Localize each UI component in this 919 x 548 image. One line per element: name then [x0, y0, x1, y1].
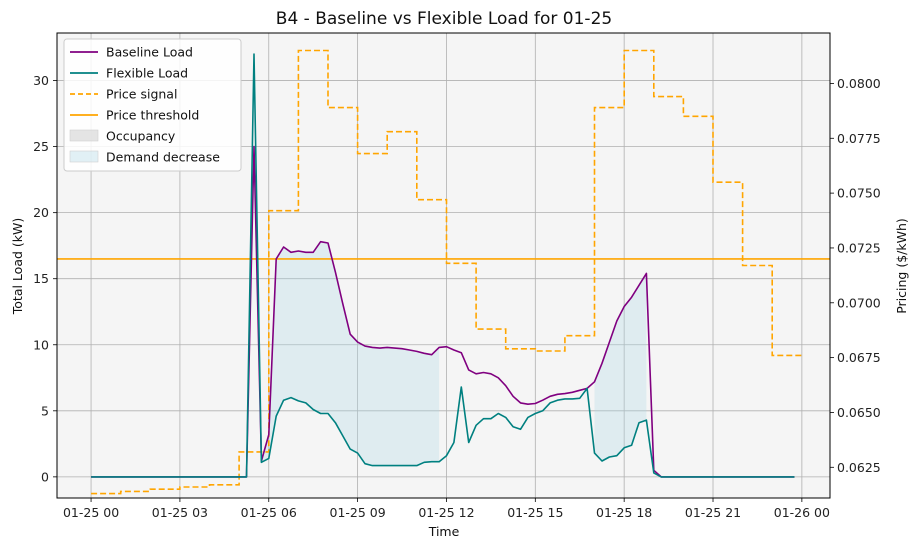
y-left-tick-label: 15 [33, 271, 49, 286]
price-signal-line [91, 49, 802, 495]
flexible-load-line [91, 53, 795, 478]
x-tick-label: 01-25 12 [418, 505, 474, 520]
y-axis-right: 0.0625 0.0650 0.0675 0.0700 0.0725 0.0750 0.07… [830, 76, 881, 475]
y-axis-left-title: Total Load (kW) [10, 218, 25, 315]
y-left-tick-label: 20 [33, 205, 49, 220]
y-right-tick-label: 0.0725 [837, 240, 881, 255]
series-lines [91, 49, 802, 495]
y-right-tick-label: 0.0800 [837, 76, 881, 91]
legend-entry: Price threshold [70, 108, 199, 123]
chart-title: B4 - Baseline vs Flexible Load for 01-25 [276, 9, 612, 29]
y-left-tick-label: 30 [33, 73, 49, 88]
x-axis: 01-25 00 01-25 03 01-25 06 01-25 09 01-25 12… [63, 498, 830, 520]
y-left-tick-label: 0 [41, 469, 49, 484]
x-tick-label: 01-25 00 [63, 505, 119, 520]
legend-label: Baseline Load [106, 45, 193, 60]
legend-label: Occupancy [106, 129, 176, 144]
y-right-tick-label: 0.0700 [837, 295, 881, 310]
legend-label: Price threshold [106, 108, 199, 123]
legend-entry: Demand decrease [69, 150, 220, 165]
x-tick-label: 01-25 09 [330, 505, 386, 520]
legend-label: Price signal [106, 87, 177, 102]
x-tick-label: 01-25 06 [241, 505, 297, 520]
y-axis-left: 0 5 10 15 20 25 30 [33, 73, 57, 484]
legend-entry: Price signal [70, 87, 177, 102]
x-tick-label: 01-25 21 [685, 505, 741, 520]
y-left-tick-label: 5 [41, 403, 49, 418]
y-right-tick-label: 0.0625 [837, 460, 881, 475]
legend-swatch [69, 150, 99, 163]
legend-entry: Flexible Load [70, 66, 188, 81]
y-right-tick-label: 0.0675 [837, 350, 881, 365]
y-axis-right-title: Pricing ($/kWh) [894, 218, 909, 314]
x-axis-title: Time [428, 524, 460, 539]
legend-label: Flexible Load [106, 66, 188, 81]
y-right-tick-label: 0.0775 [837, 131, 881, 146]
demand-decrease-area [261, 241, 440, 466]
y-right-tick-label: 0.0750 [837, 186, 881, 201]
plot-frame [56, 32, 831, 499]
x-tick-label: 01-26 00 [774, 505, 830, 520]
y-left-tick-label: 10 [33, 337, 49, 352]
x-tick-label: 01-25 18 [596, 505, 652, 520]
y-right-tick-label: 0.0650 [837, 405, 881, 420]
legend-label: Demand decrease [106, 150, 220, 165]
demand-decrease-area [594, 273, 647, 461]
legend-entry: Baseline Load [70, 45, 193, 60]
x-tick-label: 01-25 15 [507, 505, 563, 520]
x-tick-label: 01-25 03 [152, 505, 208, 520]
demand-decrease-regions [261, 241, 647, 466]
legend-box [63, 38, 242, 172]
y-left-tick-label: 25 [33, 139, 49, 154]
legend: Baseline Load Flexible Load Price signal Pr… [63, 38, 242, 172]
legend-entry: Occupancy [69, 129, 176, 144]
legend-swatch [69, 129, 99, 142]
